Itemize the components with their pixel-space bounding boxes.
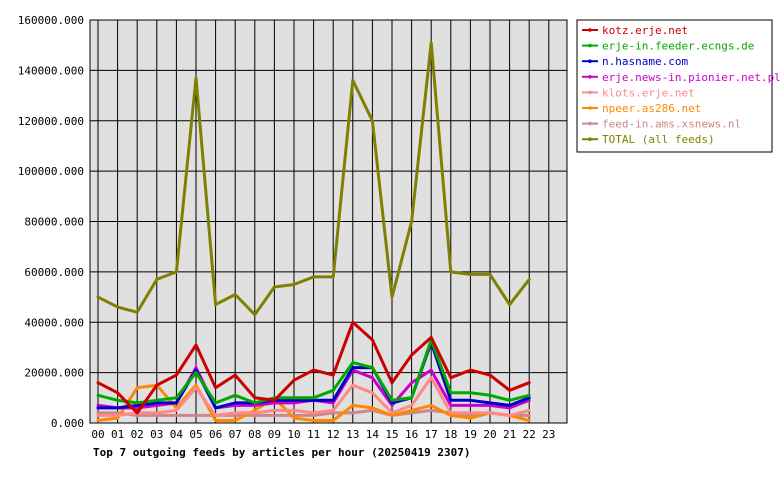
x-tick-label: 08 (248, 428, 261, 441)
series-line-klots-erje-net (96, 376, 531, 417)
series-lines (96, 41, 531, 422)
x-tick-label: 23 (542, 428, 555, 441)
x-tick-label: 02 (131, 428, 144, 441)
legend-label: n.hasname.com (602, 55, 688, 68)
y-tick-label: 20000.000 (24, 367, 84, 380)
x-tick-label: 13 (346, 428, 359, 441)
legend-marker (588, 137, 592, 141)
chart-title: Top 7 outgoing feeds by articles per hou… (93, 446, 471, 459)
x-tick-label: 18 (444, 428, 457, 441)
series-line-kotz-erje-net (96, 320, 531, 415)
y-tick-label: 120000.000 (18, 115, 84, 128)
x-tick-label: 10 (287, 428, 300, 441)
y-tick-label: 140000.000 (18, 64, 84, 77)
legend-item: npeer.as286.net (582, 102, 701, 115)
legend-label: feed-in.ams.xsnews.nl (602, 118, 741, 131)
series-line-total-all-feeds- (96, 41, 531, 317)
x-tick-label: 09 (268, 428, 281, 441)
series-line-n-hasname-com (96, 340, 531, 410)
legend-label: npeer.as286.net (602, 102, 701, 115)
legend-label: erje.news-in.pionier.net.pl (602, 71, 780, 84)
x-tick-label: 14 (366, 428, 380, 441)
legend-item: klots.erje.net (582, 86, 695, 99)
legend-label: kotz.erje.net (602, 24, 688, 37)
legend-label: erje-in.feeder.ecngs.de (602, 40, 754, 53)
series-line-erje-in-feeder-ecngs-de (96, 338, 531, 405)
x-tick-label: 07 (229, 428, 242, 441)
x-tick-label: 15 (385, 428, 398, 441)
legend-marker (588, 106, 592, 110)
x-tick-label: 17 (425, 428, 438, 441)
legend-marker (588, 43, 592, 48)
y-tick-label: 40000.000 (24, 316, 84, 329)
plot-border (89, 19, 568, 424)
x-tick-label: 20 (483, 428, 496, 441)
grid (90, 19, 567, 424)
legend-label: klots.erje.net (602, 86, 695, 99)
y-tick-label: 0.000 (51, 417, 84, 430)
legend-marker (588, 121, 592, 126)
x-tick-label: 11 (307, 428, 320, 441)
legend-marker (588, 59, 592, 63)
x-tick-label: 01 (111, 428, 124, 441)
x-tick-label: 00 (91, 428, 104, 441)
legend-item: n.hasname.com (582, 55, 688, 68)
legend-marker (588, 90, 592, 95)
y-tick-label: 80000.000 (24, 216, 84, 229)
legend-item: feed-in.ams.xsnews.nl (582, 118, 741, 131)
y-tick-label: 60000.000 (24, 266, 84, 279)
x-tick-label: 21 (503, 428, 516, 441)
legend-item: erje-in.feeder.ecngs.de (582, 40, 754, 53)
legend: kotz.erje.net erje-in.feeder.ecngs.de n.ha… (576, 19, 780, 153)
x-tick-label: 12 (327, 428, 340, 441)
x-tick-label: 03 (150, 428, 163, 441)
x-tick-label: 22 (523, 428, 536, 441)
legend-marker (588, 28, 592, 32)
y-axis: 0.000 20000.000 40000.000 60000.000 80000.00… (18, 14, 84, 430)
legend-item: kotz.erje.net (582, 24, 688, 37)
y-tick-label: 160000.000 (18, 14, 84, 27)
series-line-npeer-as286-net (96, 383, 531, 422)
x-tick-label: 06 (209, 428, 222, 441)
x-tick-label: 05 (189, 428, 202, 441)
legend-item: erje.news-in.pionier.net.pl (582, 71, 780, 84)
legend-box (576, 19, 773, 153)
y-tick-label: 100000.000 (18, 165, 84, 178)
x-axis: 00 01 02 03 04 05 06 07 08 09 10 11 12 13 14 15 16 17 18 19… (91, 428, 555, 441)
legend-marker (588, 75, 592, 79)
legend-label: TOTAL (all feeds) (602, 133, 715, 146)
x-tick-label: 04 (170, 428, 184, 441)
x-tick-label: 16 (405, 428, 418, 441)
x-tick-label: 19 (464, 428, 477, 441)
legend-item: TOTAL (all feeds) (582, 133, 715, 146)
